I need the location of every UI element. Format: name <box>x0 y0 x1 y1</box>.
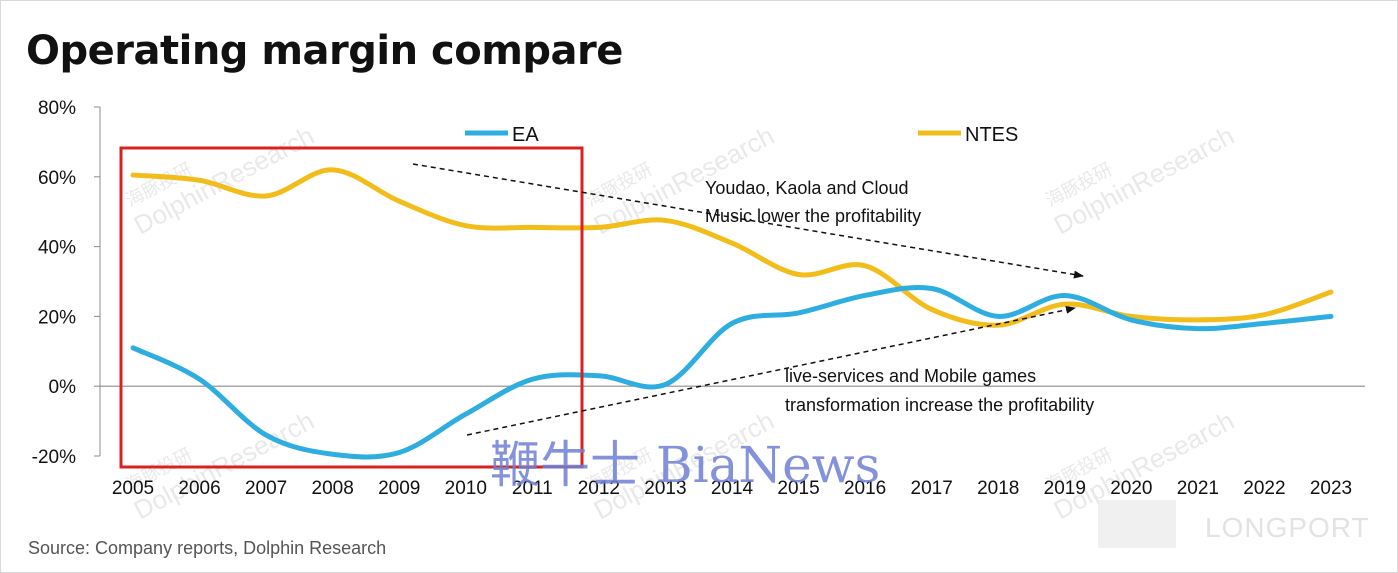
series-line-ea <box>130 284 1334 460</box>
ea-annotation-line1: live-services and Mobile games <box>785 366 1036 386</box>
bianews-watermark: 鞭牛士 BiaNews <box>490 436 881 494</box>
ntes-annotation-line1: Youdao, Kaola and Cloud <box>705 178 909 198</box>
legend-label-ea: EA <box>512 124 539 146</box>
x-tick-label: 2023 <box>1310 478 1352 499</box>
series-layer <box>130 167 1334 460</box>
x-tick-label: 2009 <box>378 478 420 499</box>
ea-trend-arrow <box>466 305 1076 436</box>
x-tick-label: 2021 <box>1177 478 1219 499</box>
y-tick-label: -20% <box>32 447 76 468</box>
highlight-box <box>119 146 584 469</box>
x-tick-label: 2005 <box>112 478 154 499</box>
x-tick-label: 2011 <box>512 478 553 499</box>
x-tick-label: 2007 <box>245 478 287 499</box>
y-tick-label: 80% <box>38 98 76 119</box>
chart-title: Operating margin compare <box>26 28 623 74</box>
legend: EA NTES <box>465 124 1018 146</box>
y-axis-ticks: 80% 60% 40% 20% 0% -20% <box>32 98 100 468</box>
source-note: Source: Company reports, Dolphin Researc… <box>28 538 387 558</box>
ea-annotation-line2: transformation increase the profitabilit… <box>785 395 1094 415</box>
x-tick-label: 2008 <box>312 478 354 499</box>
y-tick-label: 40% <box>38 238 76 259</box>
y-tick-label: 20% <box>38 307 76 328</box>
x-tick-label: 2014 <box>711 478 754 499</box>
legend-label-ntes: NTES <box>965 124 1018 146</box>
x-tick-label: 2006 <box>178 478 220 499</box>
series-line-ntes <box>130 167 1334 328</box>
x-tick-label: 2013 <box>644 478 686 499</box>
y-tick-label: 0% <box>49 377 77 398</box>
x-tick-label: 2017 <box>911 478 953 499</box>
x-tick-label: 2022 <box>1243 478 1285 499</box>
x-tick-label: 2018 <box>977 478 1019 499</box>
x-tick-label: 2019 <box>1044 478 1086 499</box>
longport-watermark: LONGPORT <box>1205 512 1370 543</box>
y-tick-label: 60% <box>38 168 76 189</box>
ntes-annotation-line2: Music lower the profitability <box>705 206 921 226</box>
x-tick-label: 2016 <box>844 478 886 499</box>
x-tick-label: 2015 <box>777 478 819 499</box>
x-axis-ticks: 2005 2006 2007 2008 2009 2010 2011 2012 2013 2014… <box>112 478 1352 499</box>
x-tick-label: 2020 <box>1110 478 1152 499</box>
longport-logo <box>1098 500 1176 548</box>
x-tick-label: 2010 <box>445 478 487 499</box>
x-tick-label: 2012 <box>578 478 620 499</box>
